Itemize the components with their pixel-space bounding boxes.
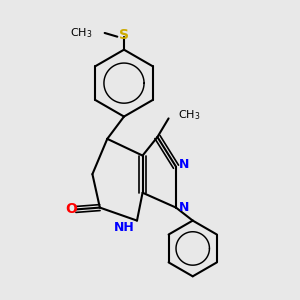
- Text: N: N: [179, 201, 189, 214]
- Text: NH: NH: [114, 221, 134, 234]
- Text: S: S: [119, 28, 129, 42]
- Text: O: O: [65, 202, 77, 216]
- Text: N: N: [179, 158, 189, 171]
- Text: CH$_3$: CH$_3$: [178, 108, 200, 122]
- Text: CH$_3$: CH$_3$: [70, 26, 92, 40]
